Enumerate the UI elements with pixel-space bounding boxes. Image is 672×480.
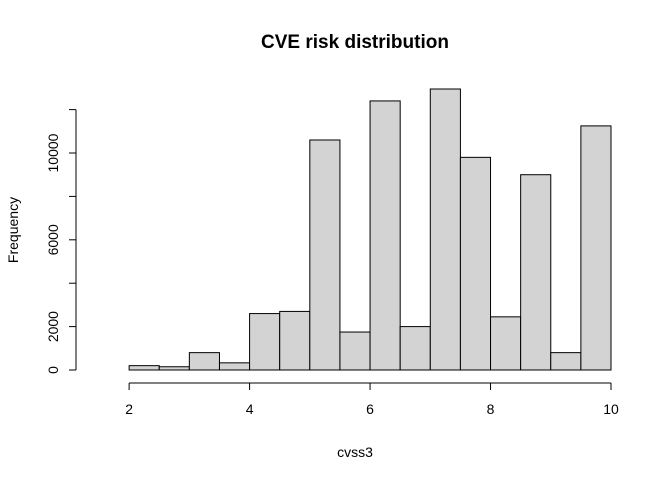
x-tick-label: 6 [366,401,374,417]
histogram-bar [429,88,461,371]
y-tick-label: 6000 [45,224,61,255]
histogram-bar [188,352,220,371]
y-axis: 0 2000 6000 10000 [45,109,77,374]
histogram-bar [218,362,251,371]
y-tick-label: 0 [45,366,61,374]
histogram-bar [459,156,492,371]
x-axis: 2 4 6 8 10 [125,382,619,417]
histogram-bar [580,125,612,371]
x-tick-label: 8 [487,401,495,417]
histogram-bar [309,139,341,371]
bars-group [128,88,612,371]
histogram-bar [369,100,401,371]
y-tick-label: 10000 [45,133,61,172]
histogram-bar [158,366,190,371]
histogram-bar [490,316,522,371]
histogram-bar [279,310,311,371]
x-tick-label: 10 [603,401,619,417]
y-tick-label: 2000 [45,311,61,342]
histogram-bar [339,331,371,371]
histogram-bar [520,174,552,371]
x-tick-label: 2 [125,401,133,417]
histogram-bar [249,313,281,371]
chart-title: CVE risk distribution [261,32,449,53]
x-tick-label: 4 [246,401,254,417]
histogram-bar [550,352,582,371]
x-axis-label: cvss3 [337,444,373,460]
y-axis-label: Frequency [5,197,21,263]
histogram-bar [399,326,431,371]
histogram-bar [128,365,160,371]
